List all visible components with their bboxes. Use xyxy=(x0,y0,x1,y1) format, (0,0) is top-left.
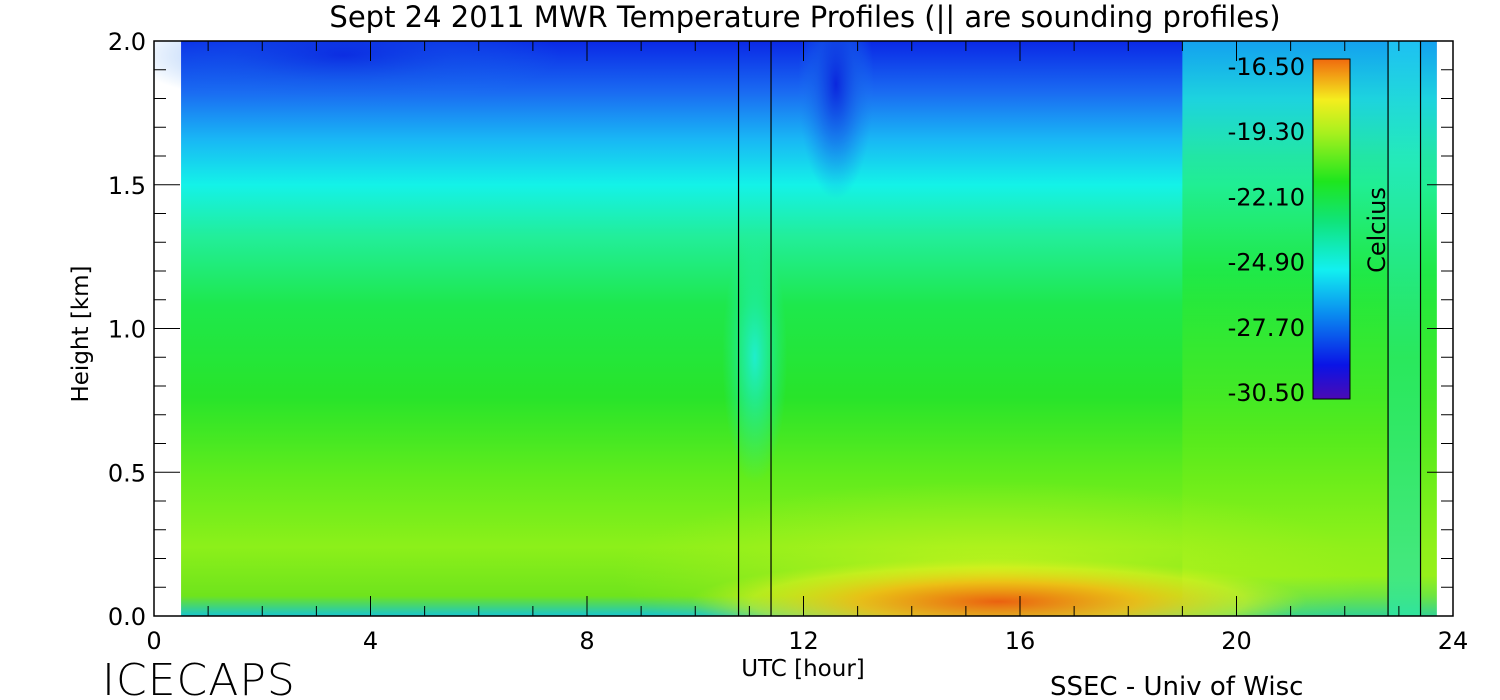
x-tick-label-0: 0 xyxy=(146,627,161,655)
sounding-lines xyxy=(737,41,1422,616)
x-axis-label: UTC [hour] xyxy=(741,656,865,682)
field-warm-core xyxy=(689,558,1307,616)
y-axis: 0.0 0.5 1.0 1.5 2.0 xyxy=(108,28,1453,631)
colorbar-tick-label-1: -19.30 xyxy=(1228,118,1305,146)
temperature-field xyxy=(154,41,1437,616)
y-tick-label-1: 0.5 xyxy=(108,459,146,487)
colorbar-tick-label-5: -30.50 xyxy=(1228,379,1305,407)
y-tick-label-0: 0.0 xyxy=(108,603,146,631)
field-cold-top xyxy=(154,41,560,108)
chart-title: Sept 24 2011 MWR Temperature Profiles (|… xyxy=(329,0,1280,34)
brand-logo-text: ICECAPS xyxy=(102,655,296,700)
y-tick-label-3: 1.5 xyxy=(108,172,146,200)
y-tick-label-4: 2.0 xyxy=(108,28,146,56)
field-cool-column xyxy=(722,230,788,484)
field-late-column xyxy=(1388,41,1421,616)
colorbar: -16.50 -19.30 -22.10 -24.90 -27.70 -30.50 Cel… xyxy=(1228,53,1391,407)
credit-text: SSEC - Univ of Wisc xyxy=(1050,672,1303,700)
colorbar-tick-label-2: -22.10 xyxy=(1228,183,1305,211)
colorbar-label: Celcius xyxy=(1363,187,1391,273)
x-tick-label-2: 8 xyxy=(579,627,594,655)
colorbar-gradient xyxy=(1312,58,1351,400)
x-tick-label-4: 16 xyxy=(1005,627,1036,655)
x-tick-label-3: 12 xyxy=(788,627,819,655)
x-tick-label-5: 20 xyxy=(1221,627,1252,655)
colorbar-tick-label-0: -16.50 xyxy=(1228,53,1305,81)
colorbar-ticks: -16.50 -19.30 -22.10 -24.90 -27.70 -30.50 xyxy=(1228,53,1305,407)
colorbar-tick-label-4: -27.70 xyxy=(1228,314,1305,342)
y-axis-label: Height [km] xyxy=(68,265,94,402)
x-axis: 0 4 8 12 16 20 24 xyxy=(146,41,1468,655)
colorbar-tick-label-3: -24.90 xyxy=(1228,249,1305,277)
y-tick-label-2: 1.0 xyxy=(108,316,146,344)
field-cold-plume xyxy=(798,41,874,200)
x-tick-label-1: 4 xyxy=(363,627,378,655)
x-tick-label-6: 24 xyxy=(1438,627,1469,655)
